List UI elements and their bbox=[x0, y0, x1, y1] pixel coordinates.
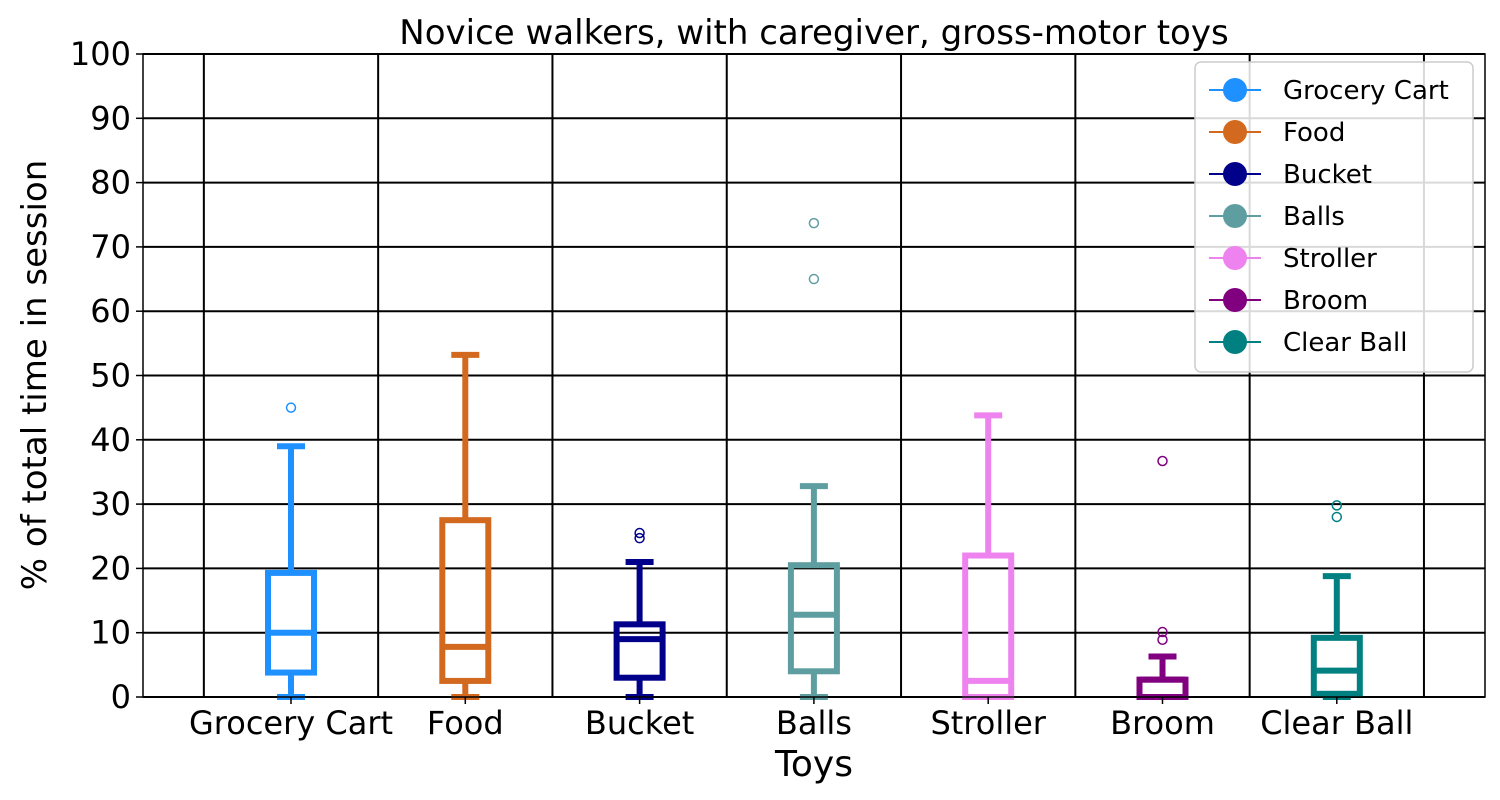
y-tick-label: 30 bbox=[90, 485, 131, 523]
legend-label: Grocery Cart bbox=[1283, 76, 1449, 106]
outlier-point bbox=[1157, 626, 1168, 638]
legend-marker bbox=[1223, 78, 1247, 102]
y-tick-label: 90 bbox=[90, 99, 131, 137]
legend-marker bbox=[1223, 120, 1247, 144]
box-iqr bbox=[265, 569, 317, 676]
x-tick-label: Bucket bbox=[585, 704, 694, 742]
legend-label: Balls bbox=[1283, 202, 1345, 232]
x-tick-label: Stroller bbox=[930, 704, 1046, 742]
chart-title: Novice walkers, with caregiver, gross-mo… bbox=[399, 13, 1228, 53]
legend-marker bbox=[1223, 204, 1247, 228]
y-tick-label: 40 bbox=[90, 421, 131, 459]
box-series bbox=[265, 217, 1363, 700]
outlier-point bbox=[634, 527, 645, 539]
x-tick-label: Clear Ball bbox=[1260, 704, 1413, 742]
box-iqr bbox=[613, 621, 666, 681]
box-grocery-cart bbox=[265, 402, 317, 700]
outlier-point bbox=[1157, 634, 1168, 646]
box-iqr bbox=[962, 552, 1015, 700]
x-axis-ticks: Grocery Cart Food Bucket Balls Stroller Broom… bbox=[189, 697, 1413, 742]
x-tick-label: Food bbox=[427, 704, 504, 742]
y-axis-label: % of total time in session bbox=[15, 160, 55, 591]
outlier-point bbox=[1331, 500, 1343, 511]
box-clear-ball bbox=[1310, 500, 1363, 700]
legend-frame bbox=[1194, 61, 1474, 373]
y-tick-label: 0 bbox=[111, 678, 131, 716]
legend: Grocery Cart Food Bucket Balls Stroller Broom… bbox=[1194, 61, 1474, 373]
outlier-point bbox=[808, 217, 820, 229]
legend-marker bbox=[1223, 330, 1247, 354]
legend-label: Stroller bbox=[1283, 244, 1377, 274]
y-tick-label: 60 bbox=[90, 292, 131, 330]
box-balls bbox=[787, 217, 840, 700]
box-iqr bbox=[439, 517, 492, 684]
y-tick-label: 80 bbox=[90, 164, 131, 202]
box-iqr bbox=[1310, 634, 1363, 697]
y-tick-label: 70 bbox=[90, 228, 131, 266]
box-stroller bbox=[962, 412, 1015, 700]
legend-marker bbox=[1223, 246, 1247, 270]
legend-marker bbox=[1223, 162, 1247, 186]
x-tick-label: Balls bbox=[776, 704, 852, 742]
outlier-point bbox=[1331, 511, 1343, 523]
y-tick-label: 50 bbox=[90, 357, 131, 395]
legend-label: Food bbox=[1283, 118, 1345, 148]
y-tick-label: 20 bbox=[90, 549, 131, 587]
box-iqr bbox=[787, 562, 840, 675]
y-tick-label: 100 bbox=[70, 35, 131, 73]
x-tick-label: Broom bbox=[1110, 704, 1215, 742]
y-tick-label: 10 bbox=[90, 614, 131, 652]
box-bucket bbox=[613, 527, 666, 700]
legend-label: Bucket bbox=[1283, 160, 1372, 190]
y-axis-ticks: 0 10 20 30 40 50 60 70 80 90 100 bbox=[70, 35, 143, 716]
outlier-point bbox=[808, 273, 820, 285]
outlier-point bbox=[285, 402, 297, 413]
x-axis-label: Toys bbox=[774, 744, 853, 785]
legend-label: Broom bbox=[1283, 286, 1368, 316]
outlier-point bbox=[634, 532, 645, 544]
box-broom bbox=[1136, 455, 1189, 700]
x-tick-label: Grocery Cart bbox=[189, 704, 393, 742]
outlier-point bbox=[1157, 455, 1168, 467]
legend-label: Clear Ball bbox=[1283, 328, 1407, 358]
legend-marker bbox=[1223, 288, 1247, 312]
box-food bbox=[439, 351, 492, 700]
